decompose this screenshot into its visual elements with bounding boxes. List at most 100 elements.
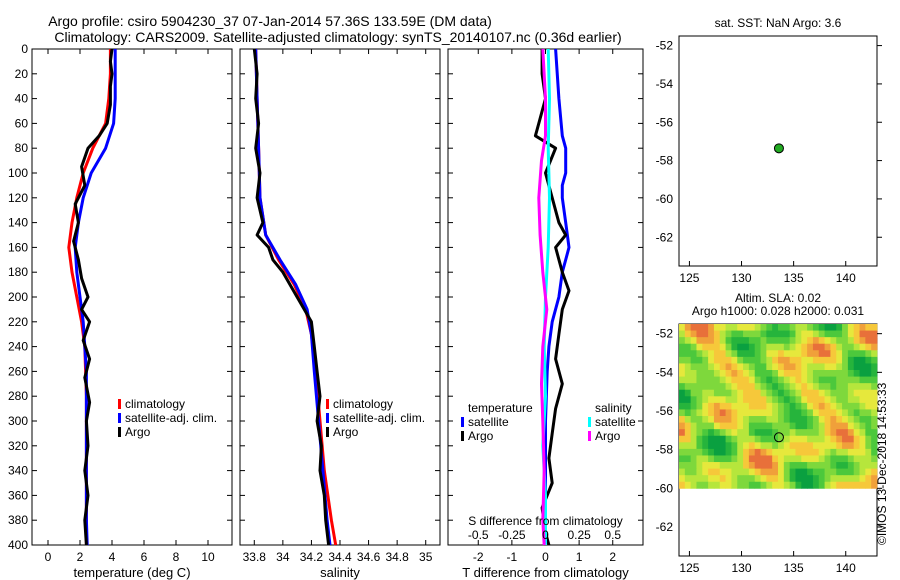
heatmap-cell <box>853 330 860 338</box>
heatmap-cell <box>725 416 732 423</box>
heatmap-cell <box>743 356 750 364</box>
heatmap-cell <box>760 330 767 338</box>
heatmap-cell <box>731 363 738 371</box>
heatmap-cell <box>818 468 825 476</box>
heatmap-cell <box>801 416 808 423</box>
heatmap-cell <box>690 363 697 371</box>
heatmap-cell <box>818 435 825 443</box>
heatmap-cell <box>702 376 709 384</box>
heatmap-cell <box>708 468 715 476</box>
heatmap-cell <box>865 468 872 476</box>
heatmap-cell <box>818 416 825 423</box>
heatmap-cell <box>830 475 837 483</box>
heatmap-cell <box>859 435 866 443</box>
temperature-panel: 0204060801001201401601802002202402602803… <box>8 42 233 580</box>
heatmap-cell <box>853 416 860 423</box>
heatmap-cell <box>713 363 721 371</box>
y-tick-label: 320 <box>8 439 28 453</box>
heatmap-cell <box>842 435 849 443</box>
heatmap-cell <box>719 429 726 437</box>
heatmap-cell <box>760 396 767 404</box>
heatmap-cell <box>737 330 744 338</box>
heatmap-cell <box>818 475 825 483</box>
x-tick-label: 34.8 <box>385 550 409 564</box>
heatmap-cell <box>772 389 779 397</box>
heatmap-cell <box>847 337 855 345</box>
heatmap-cell <box>737 462 744 470</box>
heatmap-cell <box>743 462 750 470</box>
heatmap-cell <box>748 363 756 371</box>
heatmap-cell <box>743 383 750 391</box>
heatmap-cell <box>731 475 738 483</box>
heatmap-cell <box>801 481 808 489</box>
heatmap-cell <box>842 448 849 456</box>
heatmap-cell <box>807 356 814 364</box>
heatmap-cell <box>743 448 750 456</box>
heatmap-cell <box>684 462 692 470</box>
heatmap-cell <box>731 370 738 377</box>
heatmap-cell <box>842 343 849 351</box>
heatmap-cell <box>743 350 750 358</box>
heatmap-cell <box>842 370 849 377</box>
heatmap-cell <box>679 350 686 358</box>
heatmap-cell <box>713 475 721 483</box>
heatmap-cell <box>696 363 703 371</box>
x-tick-label: 140 <box>836 561 856 575</box>
heatmap-cell <box>807 448 814 456</box>
heatmap-cell <box>865 448 872 456</box>
heatmap-cell <box>708 324 715 331</box>
x-tick-label: -2 <box>473 550 484 564</box>
heatmap-cell <box>760 383 767 391</box>
heatmap-cell <box>783 350 791 358</box>
heatmap-cell <box>830 350 837 358</box>
x-axis-label: salinity <box>320 565 360 580</box>
heatmap-cell <box>830 409 837 417</box>
heatmap-cell <box>795 389 802 397</box>
heatmap-cell <box>847 422 855 430</box>
heatmap-cell <box>748 370 756 377</box>
heatmap-cell <box>737 422 744 430</box>
heatmap-cell <box>725 370 732 377</box>
heatmap-cell <box>696 448 703 456</box>
sla-map-panel: -52 -54 -56 -58 -60 -62 125 130 135 140 Altim. SLA… <box>656 291 882 575</box>
heatmap-cell <box>708 442 715 450</box>
series-line-t-argo <box>533 49 571 546</box>
x-tick-label: 35 <box>419 550 433 564</box>
heatmap-cell <box>801 422 808 430</box>
heatmap-cell <box>783 468 791 476</box>
heatmap-cell <box>708 376 715 384</box>
heatmap-cell <box>830 429 837 437</box>
heatmap-cell <box>871 448 878 456</box>
heatmap-cell <box>690 422 697 430</box>
heatmap-cell <box>847 363 855 371</box>
heatmap-cell <box>818 376 825 384</box>
heatmap-cell <box>713 376 721 384</box>
heatmap-cell <box>824 383 831 391</box>
legend-swatch <box>326 427 329 437</box>
heatmap-cell <box>731 468 738 476</box>
heatmap-cell <box>731 442 738 450</box>
heatmap-cell <box>731 448 738 456</box>
heatmap-cell <box>719 389 726 397</box>
legend-swatch <box>118 399 121 409</box>
heatmap-cell <box>830 376 837 384</box>
heatmap-cell <box>795 396 802 404</box>
heatmap-cell <box>859 481 866 489</box>
heatmap-cell <box>853 475 860 483</box>
heatmap-cell <box>847 442 855 450</box>
heatmap-cell <box>760 389 767 397</box>
heatmap-cell <box>871 337 878 345</box>
heatmap-cell <box>830 442 837 450</box>
x-tick-label: 34 <box>276 550 290 564</box>
heatmap-cell <box>783 389 791 397</box>
heatmap-cell <box>812 448 820 456</box>
heatmap-cell <box>743 429 750 437</box>
heatmap-cell <box>679 409 686 417</box>
heatmap-cell <box>719 343 726 351</box>
heatmap-cell <box>801 376 808 384</box>
heatmap-cell <box>807 337 814 345</box>
heatmap-cell <box>679 363 686 371</box>
heatmap-cell <box>731 324 738 331</box>
heatmap-cell <box>748 402 756 410</box>
heatmap-cell <box>772 402 779 410</box>
